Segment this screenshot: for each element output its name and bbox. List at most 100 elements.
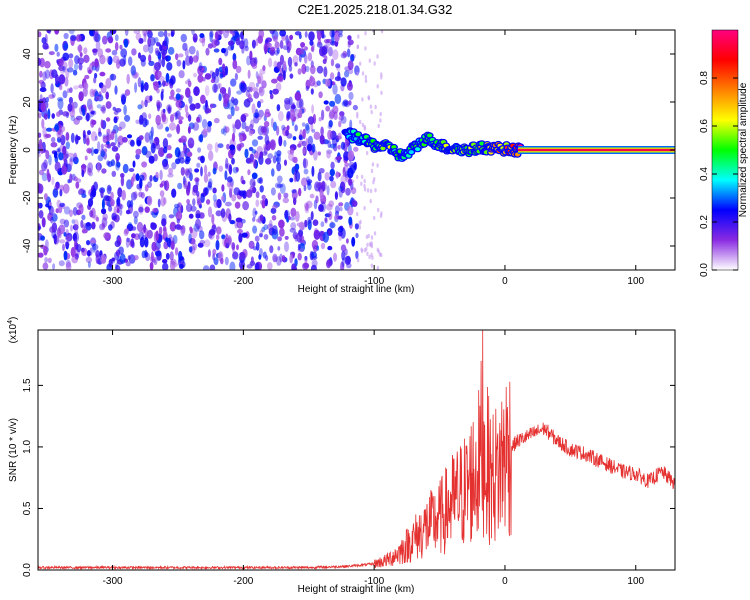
noise-blob: [46, 168, 50, 178]
noise-blob: [294, 31, 302, 36]
noise-blob: [238, 190, 246, 197]
noise-blob: [43, 113, 48, 120]
noise-blob: [371, 162, 375, 167]
noise-blob: [226, 143, 230, 150]
noise-blob: [321, 46, 328, 56]
noise-blob: [57, 230, 62, 239]
noise-blob: [93, 148, 99, 154]
noise-blob: [246, 86, 251, 92]
noise-blob: [225, 201, 232, 207]
noise-blob: [119, 203, 124, 210]
noise-blob: [108, 258, 113, 268]
noise-blob: [302, 128, 306, 140]
noise-blob: [369, 188, 373, 194]
noise-blob: [299, 135, 304, 141]
noise-blob: [212, 194, 217, 202]
noise-blob: [62, 243, 65, 251]
noise-blob: [156, 42, 161, 47]
noise-blob: [208, 150, 214, 161]
noise-blob: [212, 187, 217, 194]
noise-blob: [213, 75, 220, 84]
noise-blob: [64, 241, 70, 248]
noise-blob: [272, 35, 278, 42]
noise-blob: [101, 222, 105, 229]
noise-blob: [322, 137, 326, 145]
noise-blob: [93, 30, 99, 35]
noise-blob: [150, 74, 155, 82]
noise-blob: [126, 179, 133, 190]
noise-blob: [368, 254, 371, 260]
noise-blob: [62, 90, 68, 99]
snr-y-multiplier: (x104): [7, 317, 19, 344]
noise-blob: [155, 143, 161, 150]
noise-blob: [255, 241, 260, 251]
noise-blob: [355, 232, 359, 239]
noise-blob: [228, 40, 234, 46]
noise-blob: [61, 61, 68, 71]
noise-blob: [38, 202, 41, 209]
noise-blob: [224, 126, 230, 133]
noise-blob: [126, 237, 131, 243]
x-tick-label: 100: [627, 576, 644, 587]
noise-blob: [184, 48, 189, 57]
noise-blob: [160, 91, 164, 101]
noise-blob: [335, 135, 343, 140]
noise-blob: [110, 142, 116, 147]
noise-blob: [216, 226, 222, 235]
noise-blob: [78, 91, 84, 102]
noise-blob: [130, 191, 137, 201]
noise-blob: [150, 222, 157, 230]
noise-blob: [262, 65, 266, 72]
noise-blob: [75, 181, 80, 189]
noise-blob: [73, 117, 80, 125]
x-tick-label: 0: [502, 576, 508, 587]
noise-blob: [133, 216, 138, 225]
noise-blob: [292, 136, 297, 141]
noise-blob: [130, 238, 135, 247]
noise-blob: [253, 112, 260, 118]
x-tick-label: -100: [364, 576, 384, 587]
noise-blob: [353, 146, 359, 152]
noise-blob: [225, 157, 229, 169]
noise-blob: [80, 219, 84, 229]
noise-blob: [227, 163, 231, 172]
noise-blob: [289, 177, 294, 183]
noise-blob: [241, 232, 248, 238]
noise-blob: [314, 181, 321, 192]
noise-blob: [193, 72, 197, 78]
noise-blob: [234, 220, 238, 229]
colorbar-tick-label: 0.6: [699, 119, 710, 133]
noise-blob: [261, 194, 266, 200]
noise-blob: [325, 105, 331, 112]
noise-blob: [351, 200, 358, 208]
noise-blob: [144, 206, 150, 213]
noise-blob: [231, 242, 236, 251]
noise-blob: [299, 221, 305, 231]
noise-blob: [135, 153, 140, 160]
noise-blob: [215, 68, 220, 77]
noise-blob: [329, 109, 335, 119]
noise-blob: [216, 83, 221, 90]
noise-blob: [119, 253, 126, 264]
noise-blob: [141, 227, 146, 235]
noise-blob: [44, 257, 48, 263]
noise-blob: [361, 71, 365, 76]
y-tick-label: 40: [22, 48, 33, 60]
noise-blob: [147, 30, 153, 39]
noise-blob: [107, 36, 114, 44]
noise-blob: [347, 205, 354, 216]
noise-blob: [239, 40, 245, 50]
noise-blob: [169, 114, 175, 123]
noise-blob: [58, 58, 63, 64]
noise-blob: [257, 75, 262, 84]
noise-blob: [142, 30, 148, 37]
noise-blob: [170, 240, 175, 250]
noise-blob: [363, 183, 366, 189]
noise-blob: [373, 231, 377, 236]
noise-blob: [287, 56, 293, 67]
noise-blob: [123, 38, 129, 48]
noise-blob: [338, 202, 344, 207]
noise-blob: [341, 250, 346, 261]
noise-blob: [248, 81, 256, 90]
